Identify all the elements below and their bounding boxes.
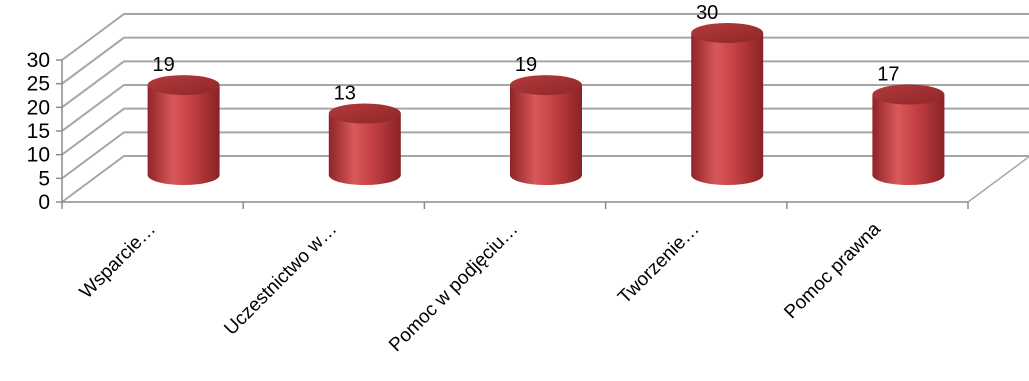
data-label-0: 19 (152, 54, 174, 76)
ytick-label-15: 15 (27, 120, 50, 143)
bar-top-1 (328, 103, 401, 124)
bar-top-4 (872, 84, 945, 105)
category-label-4: Pomoc prawna (780, 218, 885, 323)
data-label-1: 13 (334, 82, 356, 104)
ytick-label-30: 30 (27, 49, 50, 72)
bar-body-1 (328, 113, 401, 185)
floor-right-edge (967, 155, 1029, 203)
bar-body-4 (872, 94, 945, 185)
ytick-label-20: 20 (27, 96, 50, 119)
data-label-4: 17 (877, 64, 899, 86)
ytick-label-5: 5 (38, 167, 50, 190)
axes (56, 59, 969, 209)
bar-top-2 (510, 75, 582, 96)
bar-3 (691, 23, 764, 185)
bar-body-0 (147, 85, 220, 185)
bar-top-0 (147, 75, 220, 96)
category-label-0: Wsparcie… (76, 219, 160, 303)
bar-body-3 (691, 33, 764, 185)
bar-0 (147, 75, 220, 185)
bars (147, 23, 945, 185)
data-label-2: 19 (515, 54, 537, 76)
category-label-3: Tworzenie… (614, 219, 704, 309)
category-label-2: Pomoc w podjęciu… (385, 219, 522, 356)
bar-1 (328, 103, 401, 185)
bar-4 (872, 84, 945, 185)
ytick-label-10: 10 (27, 144, 50, 167)
data-label-3: 30 (696, 2, 718, 24)
gridlines (61, 13, 1029, 203)
gridline-30 (61, 13, 1029, 61)
category-label-1: Uczestnictwo w… (220, 219, 341, 340)
bar-2 (510, 75, 582, 185)
ytick-label-0: 0 (38, 191, 50, 214)
ytick-label-25: 25 (27, 73, 50, 96)
bar-top-3 (691, 23, 764, 43)
bar-body-2 (510, 85, 582, 185)
